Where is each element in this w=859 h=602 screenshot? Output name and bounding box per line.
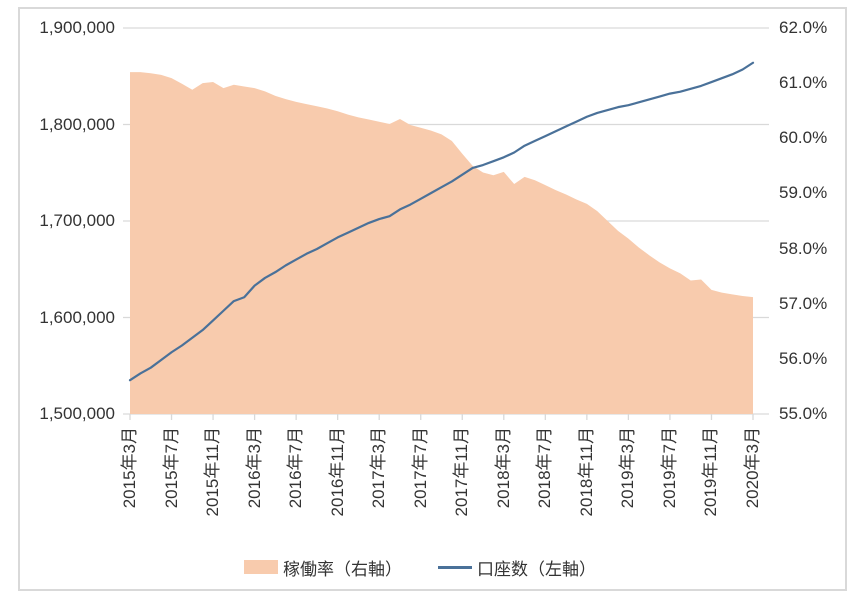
legend-item-area: 稼働率（右軸）: [244, 555, 402, 580]
right-axis-tick-label: 62.0%: [779, 18, 828, 37]
x-axis-tick-label: 2015年11月: [203, 427, 223, 517]
x-axis-tick-label: 2018年7月: [535, 427, 555, 509]
left-axis-tick-label: 1,900,000: [39, 18, 115, 37]
area-series-swatch: [244, 560, 278, 574]
area-path: [130, 72, 753, 414]
right-axis-tick-label: 57.0%: [779, 293, 828, 313]
line-series-swatch: [438, 565, 472, 569]
left-axis-tick-label: 1,700,000: [39, 211, 115, 230]
legend: 稼働率（右軸） 口座数（左軸）: [0, 554, 840, 580]
left-axis-tick-label: 1,600,000: [39, 307, 115, 327]
legend-label-area: 稼働率（右軸）: [283, 559, 402, 579]
right-axis-tick-label: 61.0%: [779, 73, 828, 93]
x-axis-tick-label: 2019年11月: [701, 427, 721, 517]
left-axis-tick-label: 1,800,000: [39, 114, 115, 134]
legend-item-line: 口座数（左軸）: [438, 555, 596, 580]
x-axis-tick-label: 2019年7月: [659, 427, 679, 509]
x-axis-tick-label: 2016年11月: [327, 427, 347, 517]
right-axis-tick-label: 56.0%: [779, 348, 828, 368]
right-axis-tick-label: 58.0%: [779, 238, 828, 258]
x-axis-tick-label: 2018年11月: [576, 427, 596, 517]
x-axis-tick-label: 2019年3月: [618, 427, 638, 509]
x-axis-tick-label: 2018年3月: [493, 427, 513, 509]
left-axis-tick-label: 1,500,000: [39, 404, 115, 423]
x-axis-tick-label: 2015年7月: [161, 427, 181, 509]
x-axis-tick-label: 2017年3月: [369, 427, 389, 509]
x-axis-tick-label: 2017年11月: [452, 427, 472, 517]
right-axis-tick-label: 59.0%: [779, 183, 828, 203]
x-axis-tick-label: 2020年3月: [743, 427, 762, 509]
x-axis-tick-label: 2017年7月: [410, 427, 430, 509]
area-series-kadoritsu: [130, 72, 753, 414]
x-axis-tick-label: 2016年7月: [286, 427, 306, 509]
x-axis-tick-label: 2016年3月: [244, 427, 264, 509]
right-axis-tick-label: 55.0%: [779, 404, 828, 423]
right-axis-tick-label: 60.0%: [779, 128, 828, 148]
x-axis-tick-label: 2015年3月: [120, 427, 139, 509]
legend-label-line: 口座数（左軸）: [477, 559, 596, 579]
line-series-kozasu: [128, 61, 755, 382]
line-path: [128, 61, 755, 382]
axis-ticks: [129, 414, 754, 420]
